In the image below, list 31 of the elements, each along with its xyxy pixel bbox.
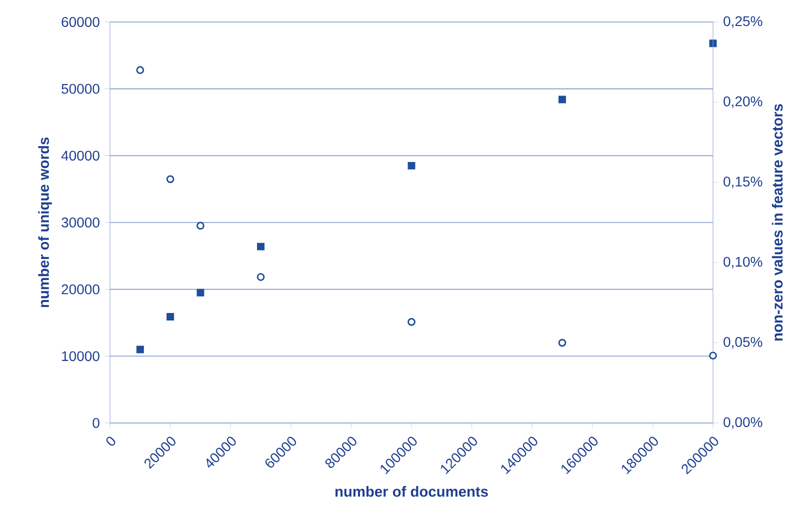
y-tick-label: 50000: [62, 84, 100, 94]
point: [256, 273, 265, 281]
x-axis-title: number of documents: [335, 486, 488, 497]
point: [257, 242, 264, 250]
y2-tick-label: 0,05%: [724, 337, 762, 349]
y-tick-label: 60000: [62, 17, 100, 27]
y2-tick-label: 0,00%: [724, 417, 762, 429]
point: [196, 288, 204, 296]
y-tick-label: 10000: [62, 351, 100, 362]
x-tick-label: 0: [106, 436, 116, 446]
point: [709, 40, 717, 48]
point: [558, 338, 566, 347]
point: [709, 352, 717, 360]
y2-tick-label: 0,10%: [724, 256, 762, 268]
point: [136, 346, 144, 354]
y-tick-label: 40000: [61, 150, 100, 161]
y-tick-label: 20000: [62, 284, 100, 294]
point: [558, 96, 566, 104]
y2-tick-label: 0,25%: [724, 16, 762, 28]
point: [166, 175, 174, 184]
point: [196, 222, 204, 230]
y2-axis-title: non-zero values in feature vectors: [772, 104, 783, 341]
y-axis-title: number of unique words: [38, 138, 52, 308]
point: [136, 66, 144, 74]
point: [408, 162, 416, 170]
y-tick-label: 0: [92, 418, 100, 428]
y2-tick-label: 0,15%: [724, 176, 762, 188]
point: [166, 312, 174, 320]
y2-tick-label: 0,20%: [724, 96, 762, 108]
point: [408, 318, 416, 326]
y-tick-label: 30000: [62, 218, 100, 228]
